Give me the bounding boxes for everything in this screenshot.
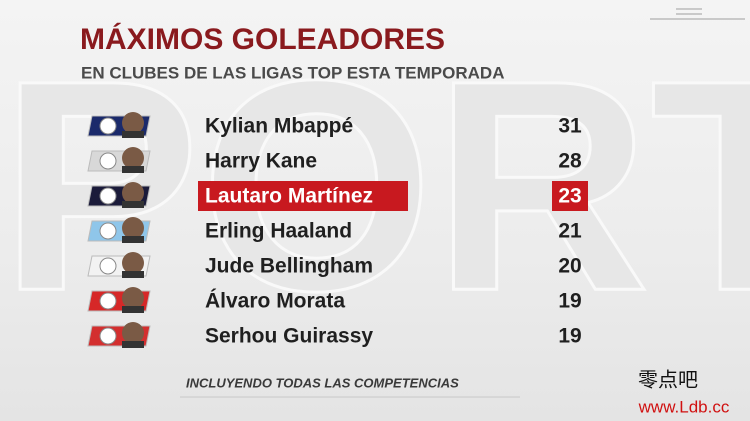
player-shirt — [122, 201, 144, 208]
player-shirt — [122, 271, 144, 278]
name-highlight — [198, 181, 408, 211]
player-shirt — [122, 166, 144, 173]
player-name: Kylian Mbappé — [205, 115, 353, 138]
player-name: Álvaro Morata — [205, 290, 345, 313]
player-name: Serhou Guirassy — [205, 325, 373, 348]
player-shirt — [122, 236, 144, 243]
club-crest — [99, 187, 117, 205]
player-photo — [122, 147, 144, 169]
goals: 19 — [558, 290, 581, 313]
player-shirt — [122, 306, 144, 313]
subtitle: EN CLUBES DE LAS LIGAS TOP ESTA TEMPORAD… — [81, 63, 504, 82]
club-crest — [99, 222, 117, 240]
menu-icon — [650, 8, 745, 20]
player-name: Lautaro Martínez — [205, 185, 373, 208]
title: MÁXIMOS GOLEADORES — [80, 22, 445, 56]
goals: 31 — [558, 115, 582, 138]
club-crest — [99, 117, 117, 135]
player-shirt — [122, 341, 144, 348]
club-crest — [99, 292, 117, 310]
goals: 28 — [558, 150, 582, 173]
goals: 21 — [558, 220, 582, 243]
watermark-url: www.Ldb.cc — [638, 397, 730, 416]
player-shirt — [122, 131, 144, 138]
player-photo — [122, 252, 144, 274]
footer-note: INCLUYENDO TODAS LAS COMPETENCIAS — [186, 375, 459, 390]
player-photo — [122, 322, 144, 344]
goals: 20 — [558, 255, 581, 278]
watermark-name: 零点吧 — [638, 368, 698, 391]
player-name: Jude Bellingham — [205, 255, 373, 278]
club-crest — [99, 152, 117, 170]
player-name: Harry Kane — [205, 150, 317, 173]
goals: 23 — [558, 185, 581, 208]
player-photo — [122, 112, 144, 134]
goals-highlight — [552, 181, 588, 211]
player-photo — [122, 217, 144, 239]
player-photo — [122, 287, 144, 309]
player-name: Erling Haaland — [205, 220, 352, 243]
club-crest — [99, 257, 117, 275]
player-photo — [122, 182, 144, 204]
goals: 19 — [558, 325, 581, 348]
club-crest — [99, 327, 117, 345]
